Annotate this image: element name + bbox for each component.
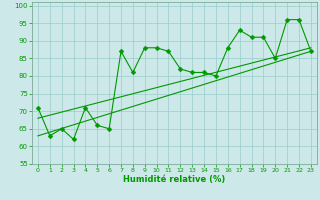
X-axis label: Humidité relative (%): Humidité relative (%) xyxy=(123,175,226,184)
